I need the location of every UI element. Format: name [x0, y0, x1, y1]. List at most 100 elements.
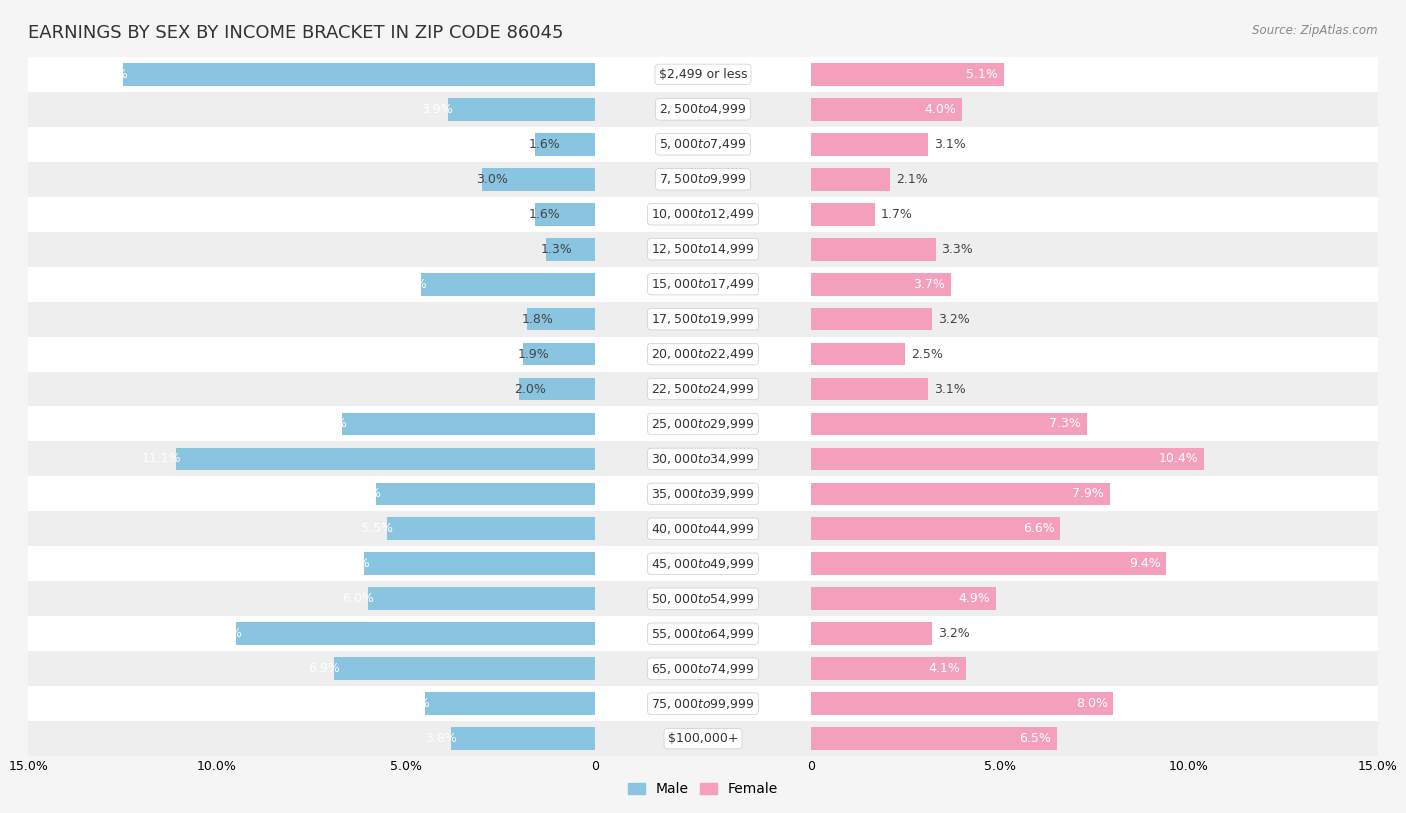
- Bar: [0, 441, 1406, 476]
- Text: 5.8%: 5.8%: [350, 488, 381, 500]
- Bar: [425, 693, 595, 715]
- Bar: [811, 308, 932, 330]
- Text: 3.2%: 3.2%: [938, 628, 969, 640]
- Bar: [811, 63, 1004, 85]
- Text: 1.3%: 1.3%: [540, 243, 572, 255]
- Text: 6.1%: 6.1%: [339, 558, 370, 570]
- Bar: [0, 267, 1406, 302]
- Text: Source: ZipAtlas.com: Source: ZipAtlas.com: [1253, 24, 1378, 37]
- Bar: [0, 686, 1406, 721]
- Bar: [527, 308, 595, 330]
- Bar: [0, 57, 1406, 92]
- Bar: [811, 238, 936, 260]
- Bar: [0, 546, 1406, 581]
- Text: 9.5%: 9.5%: [209, 628, 242, 640]
- Bar: [0, 476, 1406, 511]
- Bar: [0, 372, 1406, 406]
- Bar: [0, 197, 1406, 232]
- Bar: [534, 133, 595, 155]
- Bar: [375, 483, 595, 505]
- Text: 10.4%: 10.4%: [1159, 453, 1198, 465]
- Bar: [0, 232, 1406, 267]
- Text: 1.6%: 1.6%: [529, 208, 561, 220]
- Bar: [546, 238, 595, 260]
- Text: 6.0%: 6.0%: [342, 593, 374, 605]
- Bar: [0, 337, 1406, 372]
- Text: $20,000 to $22,499: $20,000 to $22,499: [651, 347, 755, 361]
- Legend: Male, Female: Male, Female: [623, 777, 783, 802]
- Bar: [0, 127, 1406, 162]
- Text: 3.7%: 3.7%: [914, 278, 945, 290]
- Bar: [811, 553, 1166, 575]
- Text: $25,000 to $29,999: $25,000 to $29,999: [651, 417, 755, 431]
- Bar: [0, 92, 1406, 127]
- Bar: [811, 518, 1060, 540]
- Bar: [451, 728, 595, 750]
- Text: $45,000 to $49,999: $45,000 to $49,999: [651, 557, 755, 571]
- Text: 4.1%: 4.1%: [928, 663, 960, 675]
- Text: $15,000 to $17,499: $15,000 to $17,499: [651, 277, 755, 291]
- Bar: [0, 232, 1406, 267]
- Bar: [811, 378, 928, 400]
- Bar: [0, 651, 1406, 686]
- Bar: [0, 651, 1406, 686]
- Text: 3.3%: 3.3%: [942, 243, 973, 255]
- Bar: [534, 203, 595, 225]
- Bar: [0, 267, 1406, 302]
- Text: 1.7%: 1.7%: [882, 208, 912, 220]
- Text: 7.3%: 7.3%: [1049, 418, 1081, 430]
- Bar: [0, 441, 1406, 476]
- Bar: [176, 448, 595, 470]
- Text: $22,500 to $24,999: $22,500 to $24,999: [651, 382, 755, 396]
- Text: 2.5%: 2.5%: [911, 348, 943, 360]
- Bar: [811, 658, 966, 680]
- Bar: [0, 616, 1406, 651]
- Text: 3.8%: 3.8%: [425, 733, 457, 745]
- Text: $17,500 to $19,999: $17,500 to $19,999: [651, 312, 755, 326]
- Text: 1.8%: 1.8%: [522, 313, 553, 325]
- Bar: [811, 343, 905, 365]
- Bar: [0, 686, 1406, 721]
- Bar: [0, 127, 1406, 162]
- Bar: [0, 232, 1406, 267]
- Text: 4.9%: 4.9%: [959, 593, 990, 605]
- Bar: [0, 581, 1406, 616]
- Bar: [0, 162, 1406, 197]
- Text: $10,000 to $12,499: $10,000 to $12,499: [651, 207, 755, 221]
- Bar: [0, 441, 1406, 476]
- Bar: [0, 197, 1406, 232]
- Text: 9.4%: 9.4%: [1129, 558, 1160, 570]
- Bar: [811, 273, 950, 295]
- Text: EARNINGS BY SEX BY INCOME BRACKET IN ZIP CODE 86045: EARNINGS BY SEX BY INCOME BRACKET IN ZIP…: [28, 24, 564, 42]
- Text: 12.5%: 12.5%: [89, 68, 128, 80]
- Bar: [0, 372, 1406, 406]
- Bar: [811, 448, 1204, 470]
- Text: 4.6%: 4.6%: [395, 278, 427, 290]
- Bar: [811, 203, 875, 225]
- Bar: [364, 553, 595, 575]
- Text: $30,000 to $34,999: $30,000 to $34,999: [651, 452, 755, 466]
- Bar: [519, 378, 595, 400]
- Bar: [0, 616, 1406, 651]
- Text: 5.5%: 5.5%: [361, 523, 392, 535]
- Bar: [0, 476, 1406, 511]
- Text: 4.0%: 4.0%: [925, 103, 956, 115]
- Bar: [0, 651, 1406, 686]
- Bar: [523, 343, 595, 365]
- Text: 8.0%: 8.0%: [1076, 698, 1108, 710]
- Bar: [811, 483, 1109, 505]
- Bar: [422, 273, 595, 295]
- Text: 3.1%: 3.1%: [934, 383, 966, 395]
- Bar: [0, 302, 1406, 337]
- Text: $55,000 to $64,999: $55,000 to $64,999: [651, 627, 755, 641]
- Text: $75,000 to $99,999: $75,000 to $99,999: [651, 697, 755, 711]
- Text: 7.9%: 7.9%: [1071, 488, 1104, 500]
- Text: $65,000 to $74,999: $65,000 to $74,999: [651, 662, 755, 676]
- Text: 1.6%: 1.6%: [529, 138, 561, 150]
- Text: $100,000+: $100,000+: [668, 733, 738, 745]
- Text: $35,000 to $39,999: $35,000 to $39,999: [651, 487, 755, 501]
- Bar: [122, 63, 595, 85]
- Text: 3.2%: 3.2%: [938, 313, 969, 325]
- Bar: [447, 98, 595, 120]
- Bar: [811, 98, 962, 120]
